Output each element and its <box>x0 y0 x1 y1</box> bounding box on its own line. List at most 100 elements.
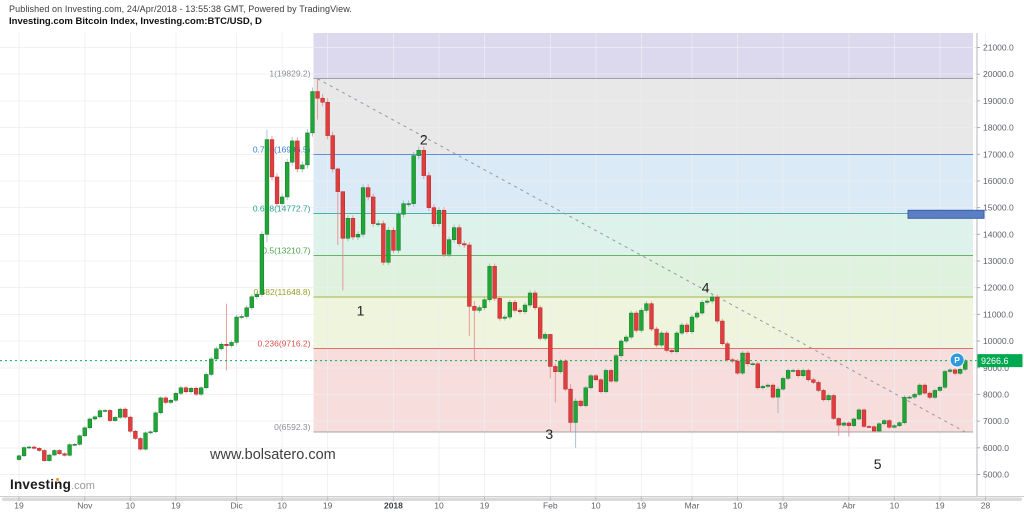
fib-band <box>313 255 973 298</box>
candle-body <box>153 412 158 433</box>
candle-body <box>639 310 644 331</box>
candle-body <box>57 450 62 454</box>
candle-body <box>912 394 917 398</box>
candle-body <box>254 294 259 298</box>
fib-bands-group[interactable] <box>313 33 973 433</box>
investing-logo: Investing.com <box>10 477 95 492</box>
candle-body <box>952 369 958 374</box>
candle-body <box>710 296 715 302</box>
candle-body <box>118 408 123 418</box>
candle-body <box>472 306 477 311</box>
candle-body <box>436 210 442 224</box>
candle-body <box>917 384 922 395</box>
candle-body <box>770 384 776 398</box>
wave-label: 2 <box>420 132 428 148</box>
candle-body <box>21 447 27 457</box>
candle-body <box>335 168 340 192</box>
time-axis[interactable]: 19 Nov 10 19 Dic 10 19 2018 10 19 Feb 10 19 Mar 10 19 Ab… <box>0 496 1024 511</box>
event-marker-label: P <box>954 355 960 365</box>
candle-body <box>360 187 366 235</box>
candle-body <box>588 375 593 389</box>
candle-body <box>846 422 851 426</box>
candle-body <box>193 388 199 395</box>
candle-body <box>684 324 690 332</box>
candle-body <box>138 438 143 450</box>
candle-body <box>644 303 649 311</box>
candle-body <box>371 196 376 224</box>
candle-body <box>892 425 897 428</box>
candle-body <box>97 410 103 418</box>
candle-body <box>649 303 654 330</box>
candle-body <box>811 379 816 383</box>
x-axis-label: 19 <box>778 501 788 511</box>
highlight-bar[interactable] <box>907 209 985 219</box>
candle-body <box>188 388 194 393</box>
candle-body <box>669 350 674 352</box>
event-marker-group: P <box>949 352 965 368</box>
candle-body <box>325 101 330 136</box>
candle-body <box>659 332 664 346</box>
candle-body <box>82 427 87 437</box>
x-axis-label: Feb <box>543 501 558 511</box>
y-axis-label: 14000.0 <box>983 229 1014 239</box>
candle-body <box>679 324 685 334</box>
candle-body <box>902 397 907 423</box>
candle-body <box>715 296 720 322</box>
candle-body <box>831 395 836 419</box>
candle-body <box>624 336 629 342</box>
candle-body <box>315 91 320 99</box>
fib-level-label: 0.382(11648.8) <box>253 287 310 297</box>
candle-body <box>123 408 128 418</box>
candle-body <box>502 316 507 319</box>
candle-body <box>689 316 695 332</box>
time-axis-scrollbar[interactable] <box>2 497 1022 502</box>
candle-body <box>224 344 229 346</box>
candle-body <box>568 388 573 423</box>
candle-body <box>598 379 604 393</box>
candle-body <box>856 409 862 420</box>
candle-body <box>209 358 214 375</box>
x-axis-label: Dic <box>230 501 243 511</box>
candle-body <box>234 316 239 343</box>
candle-body <box>264 139 270 235</box>
candle-body <box>791 370 796 372</box>
candle-body <box>310 91 315 134</box>
candle-body <box>305 132 310 166</box>
fib-band <box>313 33 973 79</box>
candle-body <box>47 454 52 461</box>
candle-body <box>548 334 553 367</box>
fib-level-label: 0.618(14772.7) <box>253 204 311 214</box>
candle-body <box>178 387 184 394</box>
wave-label: 4 <box>702 280 710 296</box>
candle-body <box>603 370 609 393</box>
candle-body <box>887 420 892 428</box>
candle-body <box>67 444 72 456</box>
y-axis-label: 16000.0 <box>983 176 1014 186</box>
price-badge-group: 9266.6 <box>977 354 1023 368</box>
candle-body <box>446 239 452 255</box>
candle-body <box>760 386 765 389</box>
candle-body <box>634 312 639 331</box>
candle-body <box>821 390 826 401</box>
candle-body <box>112 417 118 421</box>
x-axis-label: 19 <box>480 501 490 511</box>
candle-body <box>229 342 234 346</box>
candle-body <box>62 453 67 456</box>
candle-body <box>877 423 882 432</box>
event-marker-icon[interactable] <box>949 352 965 368</box>
x-axis-label: 2018 <box>384 501 403 511</box>
candle-body <box>927 392 932 398</box>
candle-body <box>629 312 634 338</box>
x-axis-label: 10 <box>890 501 900 511</box>
wave-labels-group[interactable]: 1 2 3 4 5 <box>357 132 882 472</box>
candle-body <box>958 369 963 374</box>
candle-body <box>922 384 927 394</box>
candle-body <box>295 140 300 170</box>
price-axis[interactable]: 21000.0 20000.0 19000.0 18000.0 17000.0 16000… <box>976 33 1014 497</box>
y-axis-label: 8000.0 <box>983 389 1009 399</box>
candle-body <box>725 343 730 360</box>
candle-body <box>467 244 472 307</box>
candle-body <box>573 400 578 423</box>
y-axis-label: 20000.0 <box>983 69 1014 79</box>
